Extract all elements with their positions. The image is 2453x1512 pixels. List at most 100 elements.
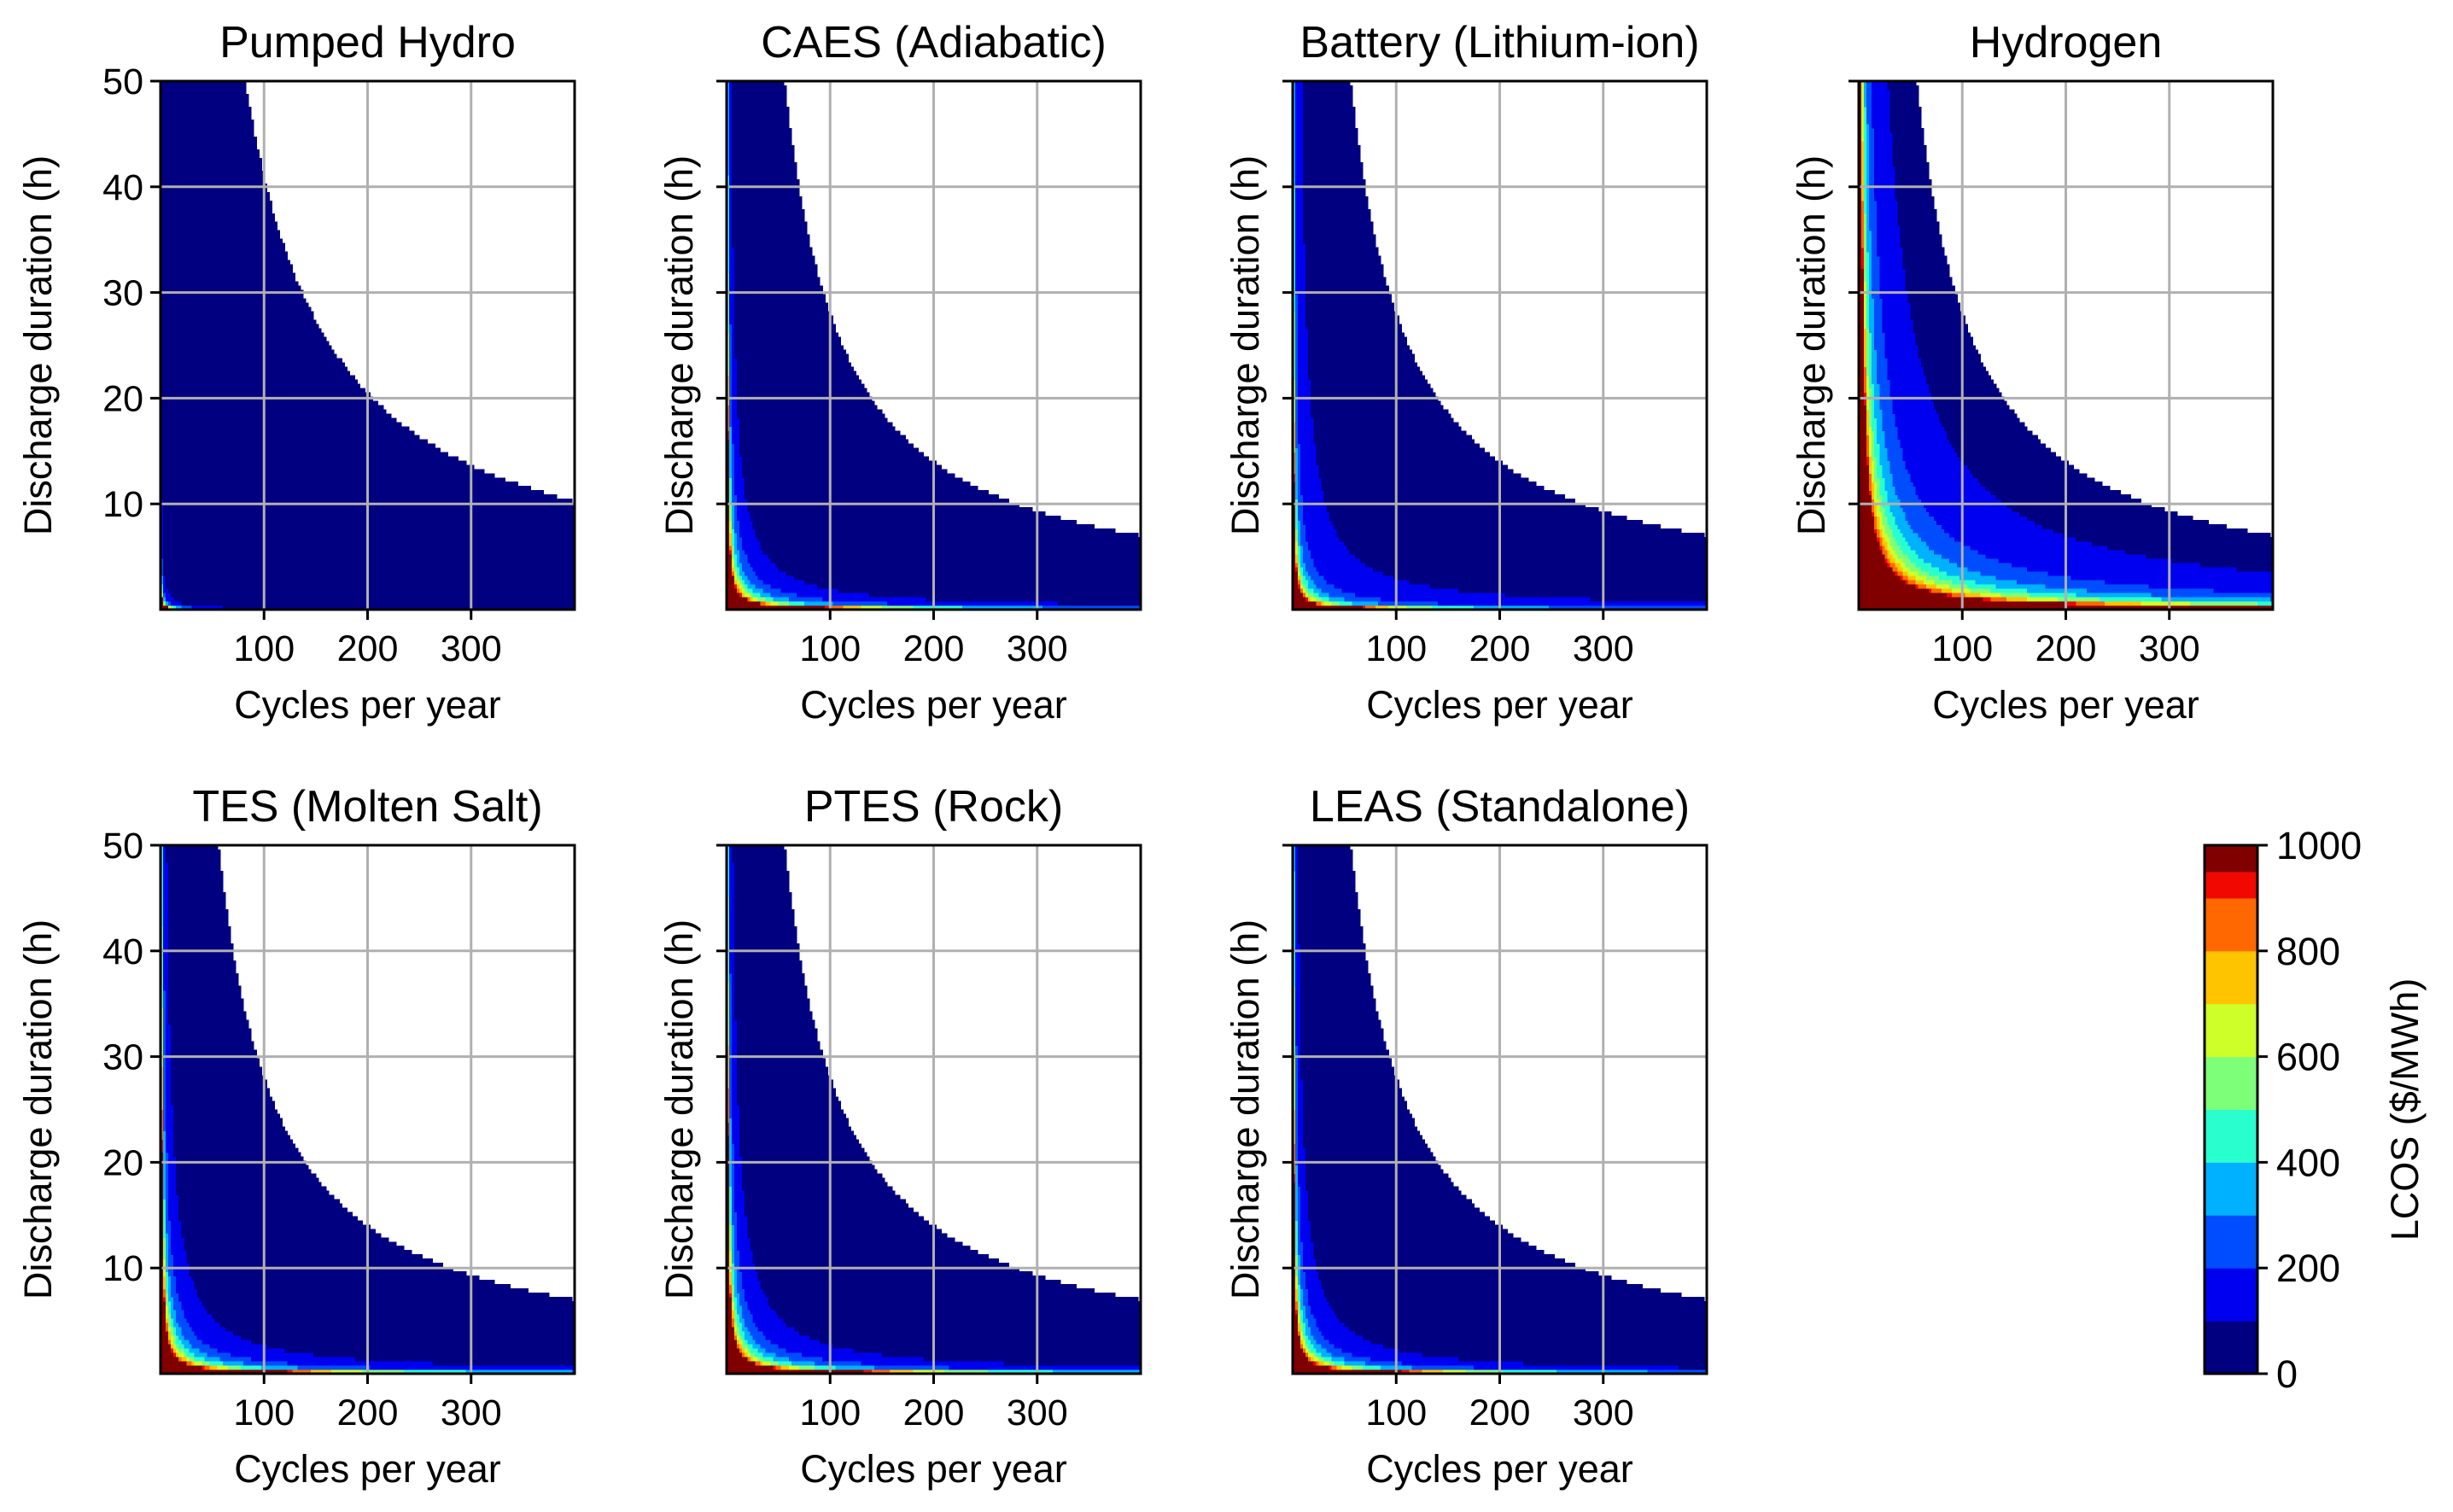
contour-cell (732, 136, 792, 142)
contour-cell (732, 439, 740, 444)
contour-cell (1874, 460, 1878, 465)
contour-cell (1298, 934, 1364, 940)
contour-cell (1859, 575, 1901, 581)
contour-cell (1902, 260, 1948, 266)
contour-cell (1879, 383, 1890, 389)
x-axis-label: Cycles per year (234, 683, 501, 727)
contour-cell (727, 499, 730, 504)
contour-cell (732, 567, 735, 572)
contour-cell (1305, 1340, 1311, 1345)
contour-cell (739, 452, 924, 457)
contour-cell (1861, 200, 1865, 206)
contour-cell (1892, 161, 1930, 167)
contour-cell (727, 187, 730, 193)
contour-cell (161, 1079, 164, 1085)
contour-cell (1864, 238, 1867, 244)
contour-cell (1884, 482, 1893, 487)
contour-cell (161, 447, 441, 452)
contour-cell (1877, 358, 1888, 364)
contour-cell (1549, 605, 1708, 610)
contour-cell (1293, 144, 1296, 150)
contour-cell (1295, 1058, 1299, 1064)
contour-cell (161, 1058, 164, 1064)
contour-cell (1295, 127, 1304, 133)
contour-cell (1303, 520, 1333, 525)
contour-cell (1874, 516, 1878, 521)
contour-cell (166, 1113, 174, 1119)
contour-cell (734, 1305, 738, 1311)
contour-cell (745, 1194, 901, 1200)
contour-cell (729, 1229, 733, 1234)
contour-cell (1879, 268, 1907, 274)
contour-cell (1859, 298, 1865, 304)
contour-cell (1859, 482, 1870, 487)
contour-cell (2213, 588, 2274, 593)
contour-cell (1293, 1288, 1296, 1293)
contour-cell (1866, 255, 1870, 261)
contour-cell (734, 1190, 745, 1195)
contour-cell (1928, 546, 1971, 551)
contour-cell (843, 605, 862, 610)
contour-cell (734, 1284, 738, 1289)
contour-cell (762, 1361, 772, 1366)
contour-cell (1298, 571, 1301, 576)
contour-cell (770, 593, 797, 598)
contour-cell (1293, 81, 1296, 86)
contour-cell (1879, 294, 1909, 300)
contour-cell (1877, 353, 1885, 359)
contour-cell (1303, 85, 1353, 90)
contour-cell (1930, 588, 1942, 593)
contour-cell (1298, 567, 1301, 572)
contour-cell (729, 1135, 733, 1141)
contour-cell (729, 1156, 733, 1161)
contour-cell (163, 503, 575, 508)
contour-cell (1321, 601, 1324, 606)
contour-cell (1298, 1207, 1301, 1212)
contour-cell (161, 191, 270, 197)
contour-cell (1295, 1203, 1299, 1208)
contour-cell (161, 204, 272, 210)
contour-cell (168, 921, 229, 927)
contour-cell (161, 144, 257, 150)
contour-cell (1298, 452, 1301, 457)
contour-cell (732, 417, 740, 423)
contour-cell (184, 1335, 198, 1340)
contour-cell (1872, 247, 1878, 253)
contour-cell (171, 1301, 174, 1306)
contour-cell (742, 588, 745, 593)
contour-cell (181, 1229, 377, 1234)
contour-cell (166, 1028, 172, 1034)
contour-cell (1293, 584, 1299, 589)
contour-cell (1877, 439, 1885, 444)
contour-cell (163, 1165, 166, 1170)
contour-cell (727, 908, 730, 914)
contour-cell (2045, 584, 2150, 589)
contour-cell (727, 1186, 730, 1191)
contour-cell (166, 845, 219, 850)
contour-cell (760, 601, 767, 606)
contour-cell (732, 1301, 735, 1306)
contour-cell (734, 1301, 738, 1306)
contour-cell (727, 336, 730, 342)
contour-cell (1293, 341, 1296, 347)
contour-cell (1947, 430, 2033, 435)
contour-cell (1859, 204, 1862, 210)
contour-cell (734, 482, 745, 487)
contour-cell (1900, 230, 1940, 236)
contour-cell (1866, 208, 1870, 214)
contour-cell (747, 1352, 751, 1357)
contour-cell (1866, 302, 1870, 308)
contour-cell (1293, 1182, 1296, 1187)
contour-cell (1869, 311, 1875, 317)
contour-cell (737, 1019, 815, 1025)
contour-cell (1003, 1361, 1142, 1366)
contour-cell (734, 456, 743, 461)
contour-cell (1303, 1318, 1309, 1323)
contour-cell (1293, 89, 1296, 95)
contour-cell (161, 345, 332, 351)
contour-cell (161, 913, 164, 919)
contour-cell (161, 558, 164, 563)
contour-cell (161, 477, 505, 482)
contour-cell (1305, 242, 1376, 248)
contour-cell (168, 1284, 172, 1289)
